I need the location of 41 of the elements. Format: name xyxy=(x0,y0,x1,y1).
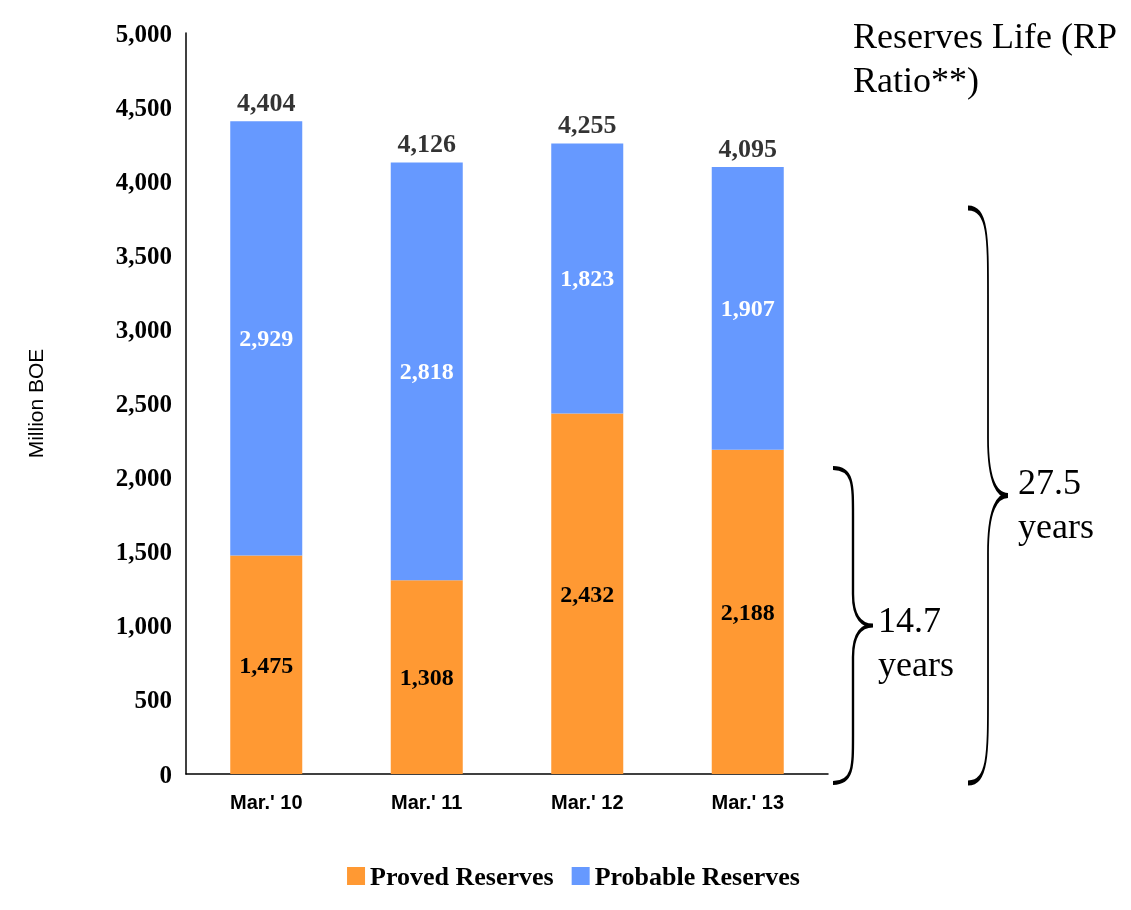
text: 14.7 years xyxy=(878,600,954,684)
data-label: 1,475 xyxy=(239,651,294,678)
y-tick-label: 500 xyxy=(134,686,172,714)
x-tick-label: Mar.' 12 xyxy=(550,791,624,813)
bar xyxy=(551,143,624,414)
data-label: 1,823 xyxy=(560,265,615,292)
bar xyxy=(230,555,303,774)
x-tick-label: Mar.' 10 xyxy=(229,791,303,813)
x-tick-label: Mar.' 13 xyxy=(711,791,785,813)
x-tick-label: Mar.' 11 xyxy=(391,791,463,813)
y-tick-label: 4,500 xyxy=(115,93,172,121)
y-tick-label: 3,500 xyxy=(115,241,172,269)
bar xyxy=(230,121,303,556)
total-label: 4,126 xyxy=(397,129,456,159)
y-tick-label: 3,000 xyxy=(115,315,172,343)
data-label: 2,929 xyxy=(239,325,294,352)
legend-label: Proved Reserves xyxy=(370,861,554,891)
y-tick-label: 5,000 xyxy=(115,19,172,47)
bar xyxy=(390,580,463,774)
y-tick-label: 4,000 xyxy=(115,167,172,195)
y-tick-label: 2,000 xyxy=(115,464,172,492)
total-label: 4,095 xyxy=(718,133,777,163)
y-tick-label: 0 xyxy=(159,760,172,788)
data-label: 2,818 xyxy=(399,358,454,385)
legend-label: Probable Reserves xyxy=(594,861,800,891)
y-tick-label: 2,500 xyxy=(115,390,172,417)
data-label: 2,432 xyxy=(560,580,615,607)
bar xyxy=(390,162,463,581)
bar xyxy=(711,167,784,450)
text: Reserves Life (RP Ratio**) xyxy=(853,16,1125,100)
y-tick-label: 1,000 xyxy=(115,612,172,640)
y-tick-label: 1,500 xyxy=(115,538,172,566)
total-label: 4,404 xyxy=(237,87,296,117)
data-label: 1,308 xyxy=(399,664,454,691)
y-axis-title: Million BOE xyxy=(24,348,47,459)
bar xyxy=(711,449,784,774)
text: 27.5 years xyxy=(1018,462,1094,546)
data-label: 2,188 xyxy=(720,598,775,625)
total-label: 4,255 xyxy=(558,109,617,139)
data-label: 1,907 xyxy=(720,295,775,322)
bar xyxy=(551,413,624,774)
